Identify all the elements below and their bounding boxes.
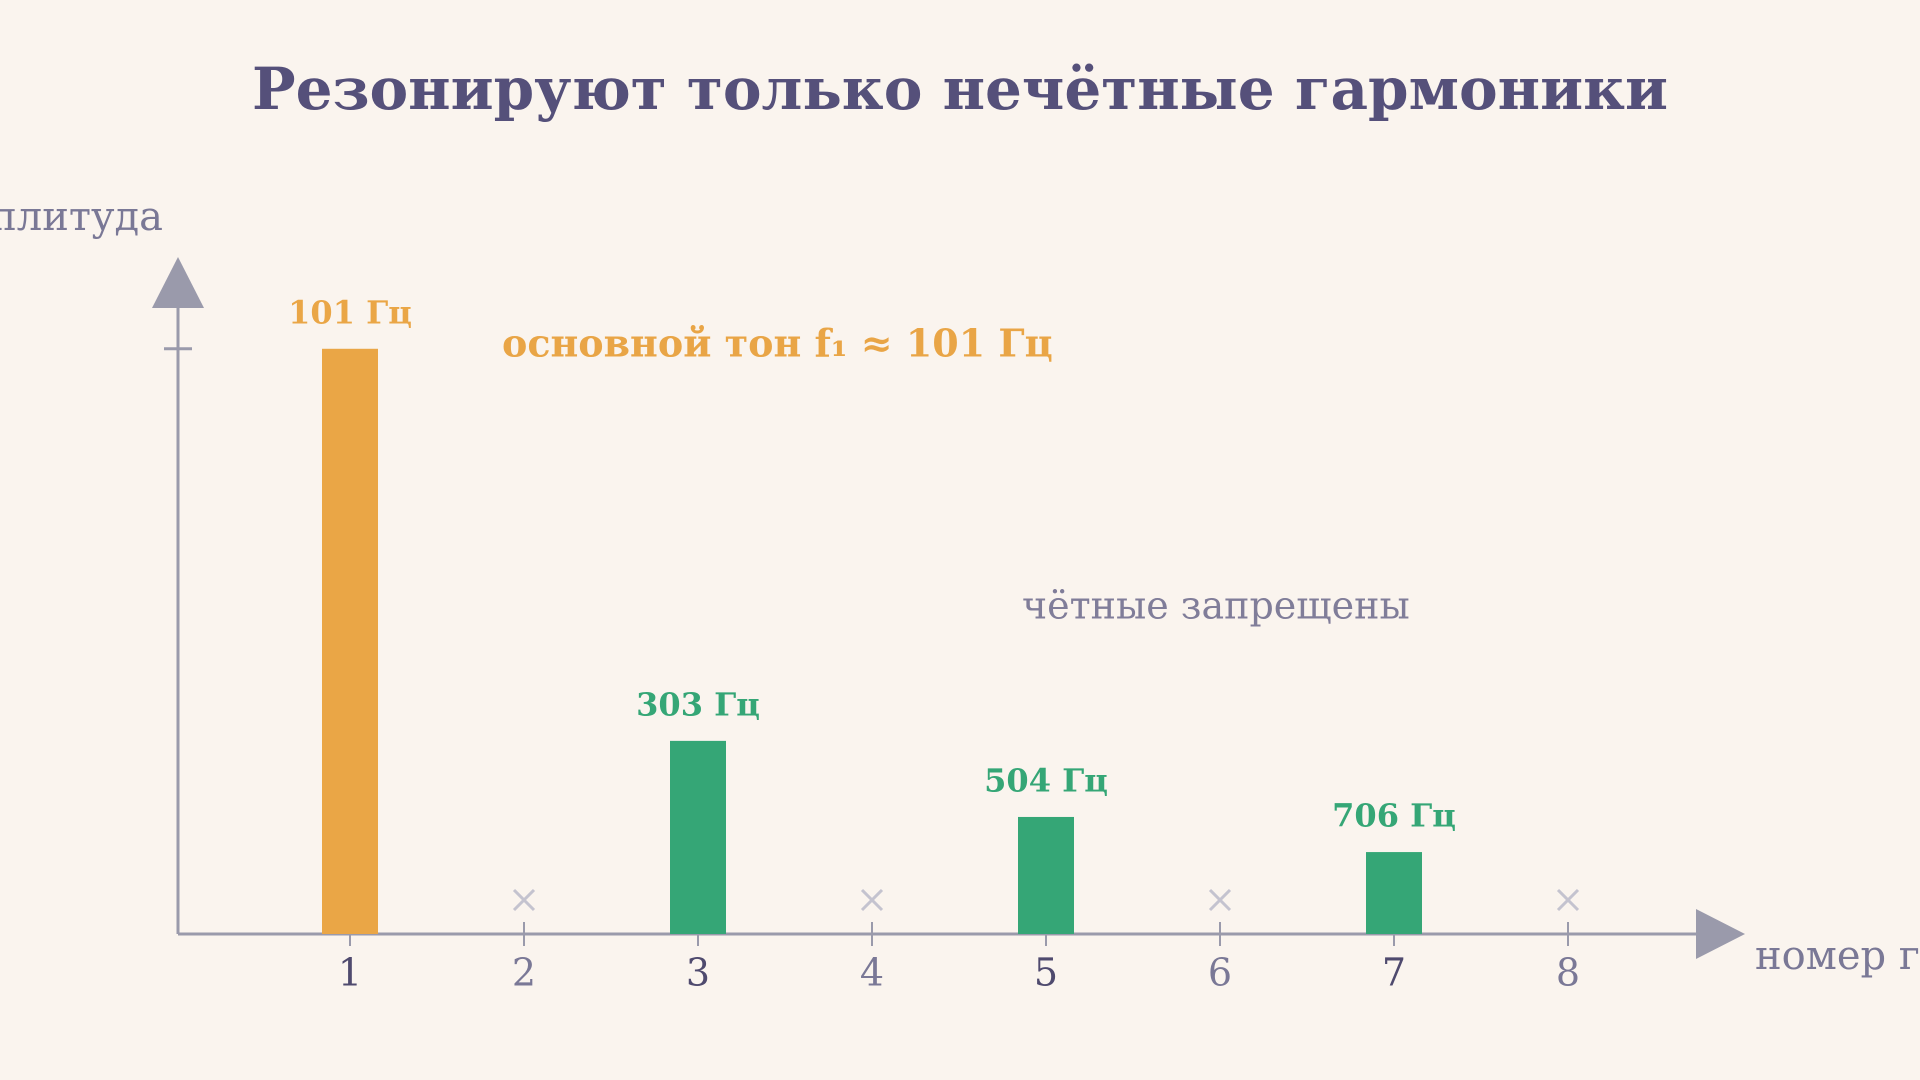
x-tick-label: 3 — [686, 951, 710, 995]
x-tick-label: 8 — [1556, 951, 1580, 995]
x-tick-label: 7 — [1382, 951, 1406, 995]
bar — [1366, 852, 1422, 934]
y-axis-label: амплитуда — [0, 194, 163, 240]
y-axis-arrow — [152, 257, 204, 308]
bar-label: 101 Гц — [288, 293, 412, 331]
x-tick-label: 2 — [512, 951, 536, 995]
annotation: основной тон f₁ ≈ 101 Гц — [502, 321, 1053, 366]
forbidden-marker — [1208, 888, 1232, 912]
bar-label: 303 Гц — [636, 685, 760, 723]
annotation: чётные запрещены — [1022, 584, 1410, 628]
x-tick-label: 1 — [338, 951, 362, 995]
x-axis-arrow — [1696, 909, 1745, 959]
forbidden-marker — [860, 888, 884, 912]
forbidden-marker — [512, 888, 536, 912]
x-tick-label: 6 — [1208, 951, 1232, 995]
bar — [670, 740, 726, 934]
x-tick-label: 4 — [860, 951, 884, 995]
x-axis-label: номер гармоники — [1755, 933, 1920, 979]
bar — [1018, 816, 1074, 934]
bar-label: 504 Гц — [984, 761, 1108, 799]
chart-title: Резонируют только нечётные гармоники — [252, 55, 1668, 123]
x-tick-label: 5 — [1034, 951, 1058, 995]
bar — [322, 348, 378, 935]
bar-label: 706 Гц — [1332, 797, 1456, 835]
forbidden-marker — [1556, 888, 1580, 912]
